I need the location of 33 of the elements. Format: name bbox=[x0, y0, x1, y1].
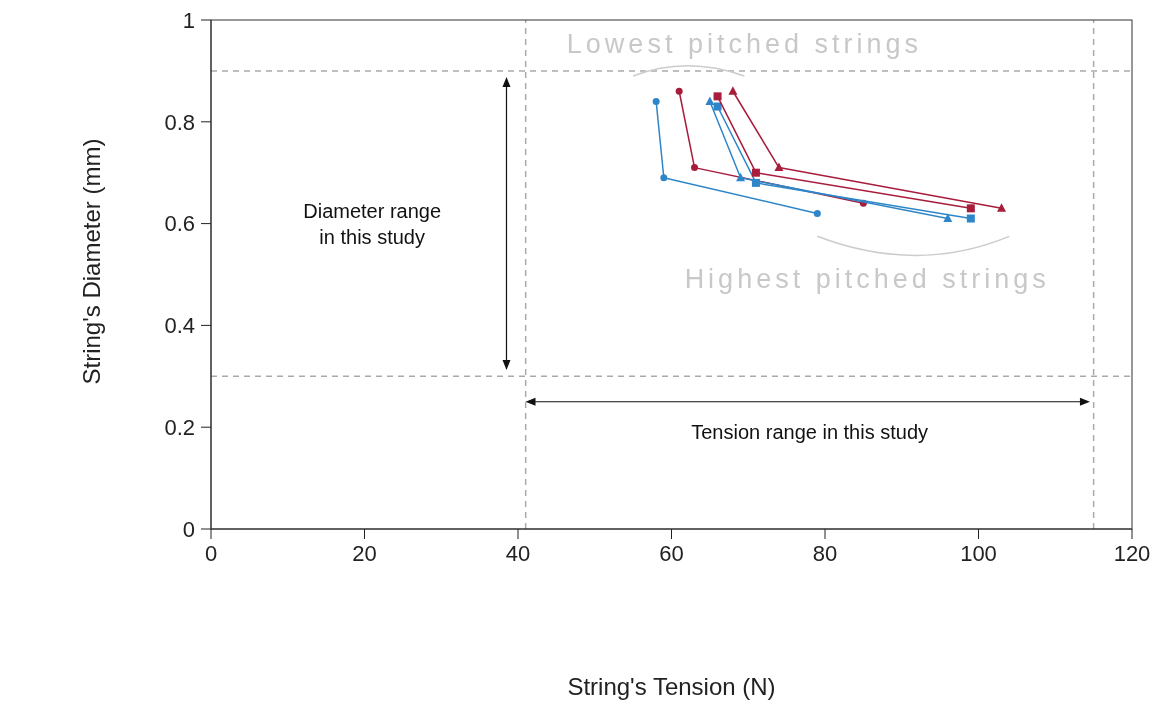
x-tick-label: 40 bbox=[505, 540, 531, 566]
point bbox=[691, 164, 699, 172]
point bbox=[713, 102, 722, 111]
point bbox=[736, 172, 746, 182]
point bbox=[813, 209, 821, 217]
x-tick-label: 80 bbox=[812, 540, 838, 566]
x-tick-label: 100 bbox=[960, 540, 997, 566]
x-axis-title: String's Tension (N) bbox=[567, 673, 776, 700]
point bbox=[751, 168, 760, 177]
point bbox=[751, 178, 760, 187]
y-tick-label: 0.8 bbox=[164, 109, 195, 135]
point bbox=[966, 204, 975, 213]
x-tick-label: 20 bbox=[352, 540, 377, 566]
x-tick-label: 0 bbox=[204, 540, 218, 566]
point bbox=[966, 214, 975, 223]
annotation: Tension range in this study bbox=[690, 420, 930, 446]
y-tick-label: 0 bbox=[182, 516, 195, 542]
point bbox=[660, 174, 668, 182]
x-tick-label: 120 bbox=[1113, 540, 1151, 566]
x-tick-label: 60 bbox=[659, 540, 684, 566]
point bbox=[675, 87, 683, 95]
y-axis-title: String's Diameter (mm) bbox=[77, 138, 105, 385]
y-tick-label: 0.6 bbox=[164, 211, 195, 237]
y-tick-label: 0.4 bbox=[164, 313, 195, 339]
y-tick-label: 1 bbox=[182, 7, 195, 33]
point bbox=[774, 162, 784, 172]
y-tick-label: 0.2 bbox=[164, 415, 195, 441]
point bbox=[705, 96, 715, 105]
point bbox=[728, 86, 738, 95]
point bbox=[713, 92, 722, 101]
point bbox=[652, 97, 660, 105]
point bbox=[997, 203, 1007, 212]
annotation: Diameter range in this study bbox=[302, 198, 443, 250]
